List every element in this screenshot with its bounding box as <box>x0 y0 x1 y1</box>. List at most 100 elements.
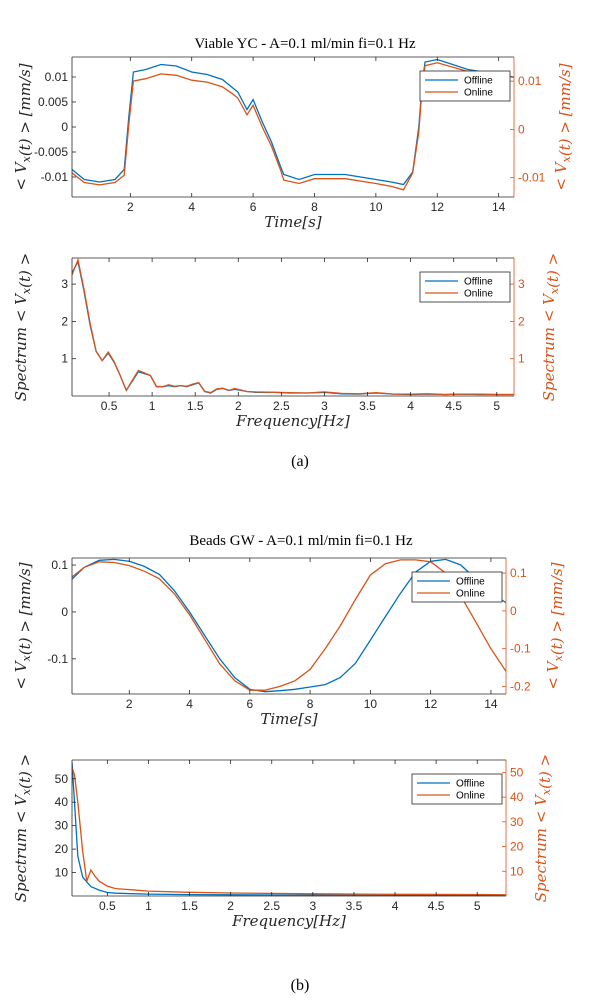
y-left-tick-label: -0.01 <box>41 170 69 184</box>
y-left-tick-label: 1 <box>61 352 68 366</box>
x-tick-label: 14 <box>484 697 498 711</box>
legend-box <box>419 70 511 102</box>
panel-a-time-plot: 2 4 6 8 10 12 14 -0.01 -0.005 0 0.005 0.01 -0.01 0 0.0… <box>12 56 574 231</box>
x-axis-label: Frequency[Hz] <box>231 912 346 930</box>
legend-box <box>411 571 503 603</box>
x-tick-label: 1 <box>145 899 152 913</box>
y-axis-right-label: < Vx(t) > [mm/s] <box>552 63 574 190</box>
x-tick-label: 4 <box>188 200 195 214</box>
x-tick-label: 1.5 <box>181 899 198 913</box>
y-axis-right-label: Spectrum < Vx(t) > <box>540 253 562 401</box>
panel-b-time-plot: 2 4 6 8 10 12 14 -0.1 0 0.1 -0.2 -0.1 0 0.1 Time[s] < V… <box>12 557 566 728</box>
y-right-tick-label: 0.1 <box>510 566 527 580</box>
y-left-tick-label: 50 <box>55 772 69 786</box>
series-online-line <box>72 767 506 896</box>
y-axis-left-label: Spectrum < Vx(t) > <box>12 754 34 902</box>
y-axis-right-label: < Vx(t) > [mm/s] <box>544 562 566 689</box>
y-right-tick-label: 20 <box>510 840 524 854</box>
y-right-tick-label: 0 <box>510 604 517 618</box>
x-tick-label: 6 <box>250 200 257 214</box>
y-left-tick-label: 0 <box>61 120 68 134</box>
x-tick-label: 4.5 <box>445 399 462 413</box>
x-tick-label: 4 <box>186 697 193 711</box>
y-right-tick-label: 1 <box>518 352 525 366</box>
x-tick-label: 2 <box>235 399 242 413</box>
legend-label-offline: Offline <box>464 277 493 288</box>
legend-box <box>419 271 511 303</box>
x-tick-label: 2.5 <box>273 399 290 413</box>
y-right-tick-label: 0.01 <box>518 74 542 88</box>
y-left-tick-label: 10 <box>55 866 69 880</box>
x-axis-label: Frequency[Hz] <box>235 412 350 430</box>
chart-a-title: Viable YC - A=0.1 ml/min fi=0.1 Hz <box>194 36 416 52</box>
x-tick-label: 3 <box>321 399 328 413</box>
y-right-tick-label: 40 <box>510 790 524 804</box>
panel-a-spectrum-plot: 0.5 1 1.5 2 2.5 3 3.5 4 4.5 5123123Frequency[Hz]S… <box>12 253 562 430</box>
x-tick-label: 3.5 <box>346 899 363 913</box>
x-tick-label: 4 <box>392 899 399 913</box>
y-right-tick-label: 3 <box>518 277 525 291</box>
legend-label-offline: Offline <box>456 779 485 790</box>
y-right-tick-label: 10 <box>510 864 524 878</box>
x-axis-label: Time[s] <box>264 213 321 231</box>
legend-label-online: Online <box>464 289 493 300</box>
y-left-tick-label: 30 <box>55 819 69 833</box>
series-online-line <box>72 258 514 396</box>
y-axis-left-label: Spectrum < Vx(t) > <box>12 253 34 401</box>
y-left-tick-label: -0.1 <box>47 652 68 666</box>
legend-label-offline: Offline <box>464 76 493 87</box>
x-tick-label: 3.5 <box>359 399 376 413</box>
x-tick-label: 10 <box>369 200 383 214</box>
y-left-tick-label: 0.1 <box>51 558 68 572</box>
y-left-tick-label: 0.005 <box>38 95 68 109</box>
x-tick-label: 5 <box>474 899 481 913</box>
y-axis-right-label: Spectrum < Vx(t) > <box>532 754 554 902</box>
y-right-tick-label: -0.2 <box>510 679 531 693</box>
legend-label-offline: Offline <box>456 577 485 588</box>
x-tick-label: 0.5 <box>101 399 118 413</box>
caption-b: (b) <box>291 977 310 994</box>
x-tick-label: 0.5 <box>99 899 116 913</box>
y-axis-left-label: < Vx(t) > [mm/s] <box>12 63 34 190</box>
x-tick-label: 12 <box>424 697 438 711</box>
x-tick-label: 14 <box>492 200 506 214</box>
y-left-tick-label: -0.005 <box>34 145 68 159</box>
y-left-tick-label: 2 <box>61 314 68 328</box>
y-right-tick-label: 30 <box>510 815 524 829</box>
y-left-tick-label: 20 <box>55 842 69 856</box>
series-offline-line <box>72 558 506 693</box>
x-tick-label: 8 <box>307 697 314 711</box>
caption-a: (a) <box>291 453 309 470</box>
x-tick-label: 12 <box>431 200 445 214</box>
y-right-tick-label: -0.01 <box>518 171 546 185</box>
legend-label-online: Online <box>464 88 493 99</box>
x-tick-label: 10 <box>364 697 378 711</box>
legend-box <box>411 773 503 805</box>
panel-b-spectrum-plot: 0.5 1 1.5 2 2.5 3 3.5 4 4.5 5 10 20 30 40 50 10 20 30 40 50… <box>12 754 554 930</box>
y-left-tick-label: 40 <box>55 795 69 809</box>
y-right-tick-label: -0.1 <box>510 642 531 656</box>
x-tick-label: 3 <box>309 899 316 913</box>
x-axis-label: Time[s] <box>260 710 317 728</box>
chart-b-title: Beads GW - A=0.1 ml/min fi=0.1 Hz <box>189 533 413 549</box>
x-tick-label: 4.5 <box>428 899 445 913</box>
x-tick-label: 2 <box>227 899 234 913</box>
x-tick-label: 2 <box>127 200 134 214</box>
y-left-tick-label: 0.01 <box>45 70 69 84</box>
x-tick-label: 1 <box>149 399 156 413</box>
x-tick-label: 8 <box>311 200 318 214</box>
x-tick-label: 4 <box>407 399 414 413</box>
x-tick-label: 2.5 <box>263 899 280 913</box>
y-right-tick-label: 2 <box>518 314 525 328</box>
series-online-line <box>72 62 514 191</box>
x-tick-label: 6 <box>246 697 253 711</box>
x-tick-label: 2 <box>126 697 133 711</box>
y-left-tick-label: 0 <box>61 605 68 619</box>
y-left-tick-label: 3 <box>61 277 68 291</box>
x-tick-label: 5 <box>493 399 500 413</box>
y-axis-left-label: < Vx(t) > [mm/s] <box>12 562 34 689</box>
